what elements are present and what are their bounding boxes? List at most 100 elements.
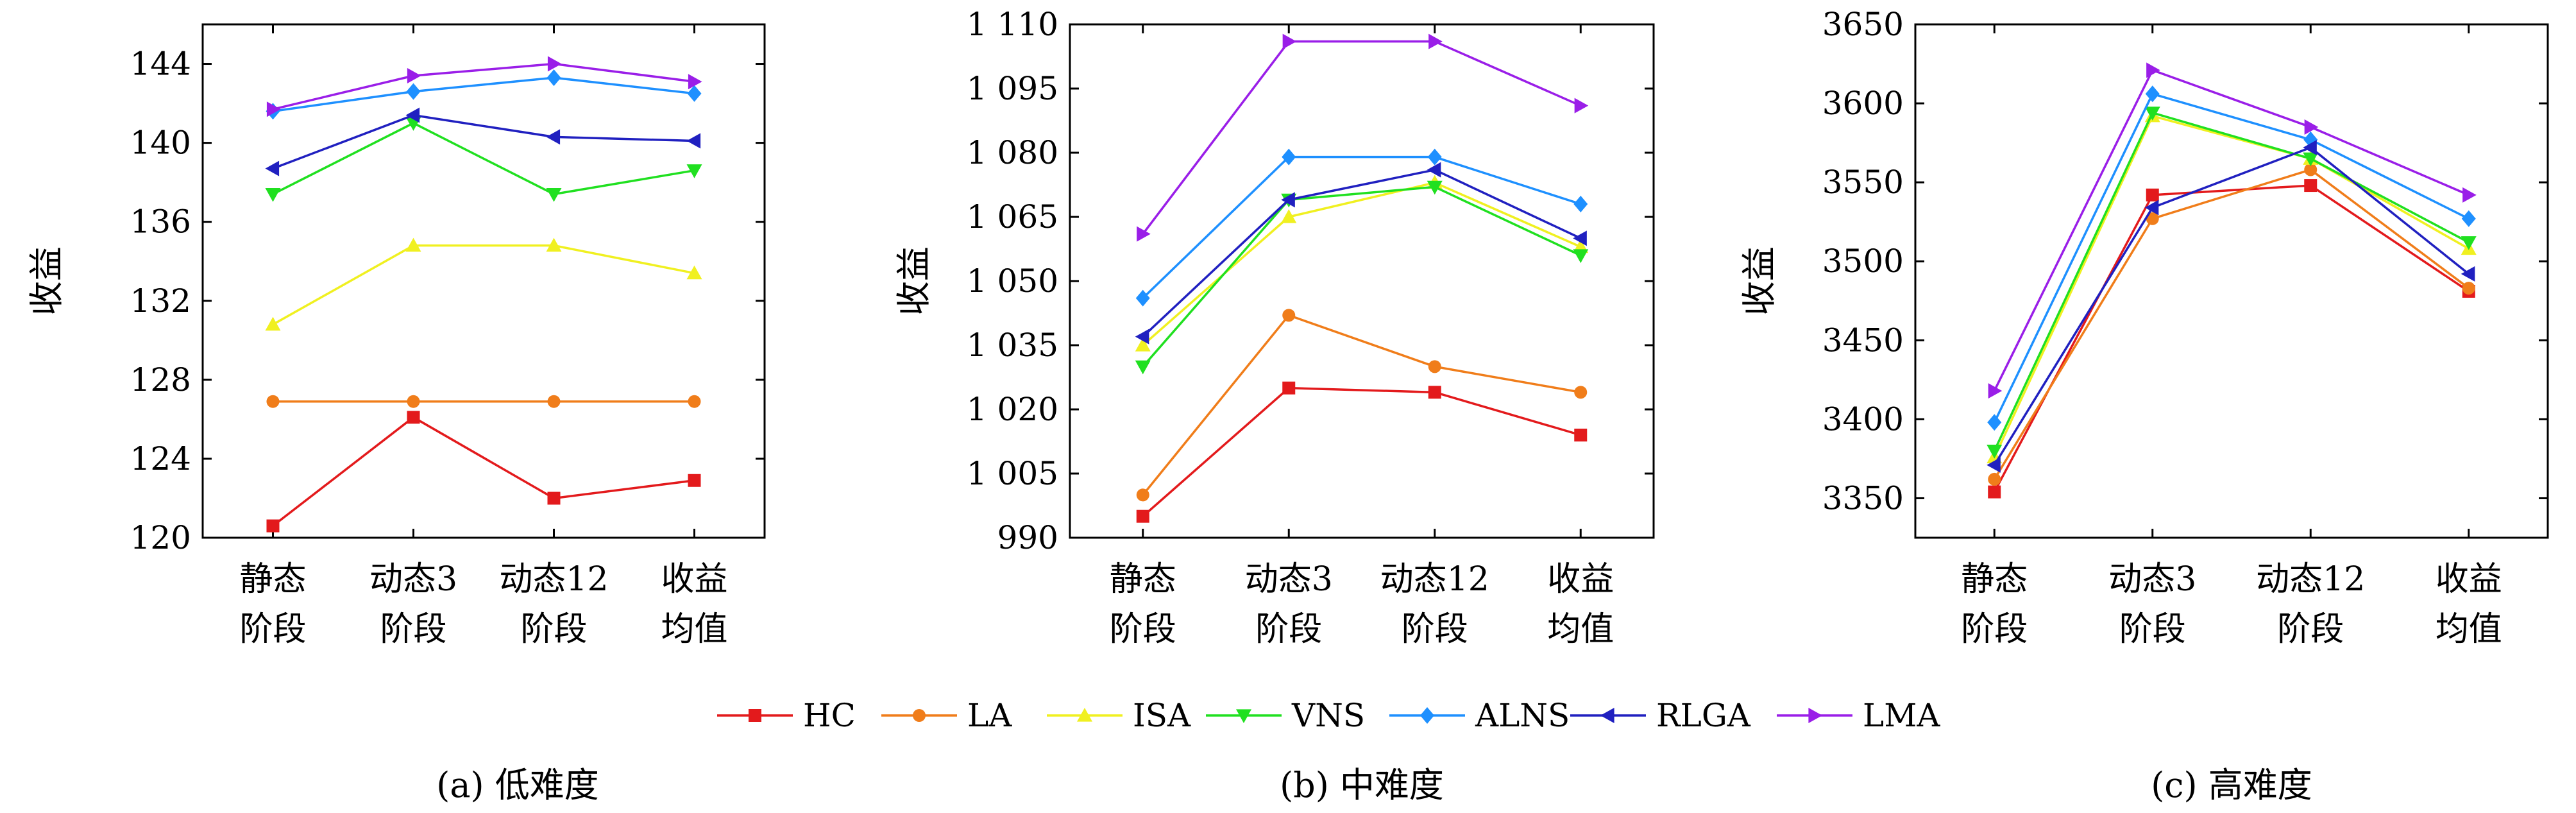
data-point-isa	[1281, 209, 1297, 223]
series-line-vns	[1993, 112, 2470, 452]
data-point-alns	[2461, 210, 2476, 227]
series-line-vns	[272, 122, 695, 196]
data-point-la	[1574, 386, 1588, 399]
data-point-hc	[407, 411, 420, 424]
data-point-lma	[547, 56, 562, 72]
data-point-lma	[2146, 62, 2160, 78]
data-point-rlga	[1427, 162, 1441, 178]
data-point-la	[407, 395, 420, 408]
y-tick-label: 3450	[1822, 321, 1904, 359]
x-category-label: 静态	[239, 560, 306, 599]
data-point-alns	[406, 83, 421, 100]
panel-subtitle: (a) 低难度	[436, 765, 599, 805]
x-category-label: 动态3	[1245, 560, 1333, 599]
legend-marker-hc	[749, 709, 761, 722]
data-point-la	[688, 395, 701, 408]
legend-label-la: LA	[967, 697, 1012, 734]
x-category-label: 阶段	[380, 610, 446, 649]
panel-subtitle: (c) 高难度	[2151, 765, 2312, 805]
x-category-label: 阶段	[2277, 610, 2344, 649]
plot-frame	[201, 23, 766, 539]
y-tick-label: 1 110	[967, 6, 1058, 43]
x-category-label: 阶段	[2119, 610, 2186, 649]
legend-label-hc: HC	[803, 697, 856, 734]
data-point-hc	[1136, 509, 1149, 523]
data-point-vns	[1135, 360, 1151, 375]
data-point-hc	[1574, 429, 1588, 441]
y-tick-label: 1 050	[967, 262, 1058, 300]
data-point-la	[1988, 472, 2001, 486]
data-point-la	[1282, 309, 1296, 322]
y-tick-label: 132	[130, 282, 191, 320]
legend-marker-vns	[1236, 709, 1251, 723]
plot-frame	[1914, 23, 2549, 539]
series-line-lma	[1993, 69, 2470, 391]
data-point-lma	[1137, 226, 1151, 242]
data-point-rlga	[1573, 230, 1587, 246]
data-point-hc	[266, 519, 280, 533]
y-tick-label: 3650	[1822, 6, 1904, 43]
data-point-la	[1136, 488, 1149, 502]
y-tick-label: 1 095	[967, 70, 1058, 107]
x-category-label: 阶段	[1402, 610, 1468, 649]
series-line-la	[1993, 168, 2470, 480]
series-line-isa	[1993, 115, 2470, 458]
y-tick-label: 990	[997, 519, 1058, 556]
data-point-alns	[2145, 85, 2160, 103]
y-tick-label: 3500	[1822, 243, 1904, 280]
data-point-alns	[1427, 148, 1442, 166]
x-category-label: 均值	[1547, 610, 1614, 649]
data-point-lma	[1988, 383, 2003, 399]
series-line-isa	[272, 244, 695, 326]
data-point-hc	[2146, 188, 2159, 201]
y-tick-label: 1 035	[967, 327, 1058, 364]
data-point-lma	[2462, 187, 2477, 203]
plot-frame	[1069, 23, 1655, 539]
legend-label-alns: ALNS	[1475, 697, 1570, 734]
data-point-rlga	[2303, 140, 2317, 155]
x-category-label: 收益	[1547, 560, 1614, 599]
panel-subtitle: (b) 中难度	[1280, 765, 1444, 805]
legend-marker-alns	[1420, 707, 1434, 724]
y-tick-label: 120	[130, 519, 191, 556]
data-point-lma	[266, 101, 281, 117]
data-point-vns	[686, 164, 702, 178]
legend-label-isa: ISA	[1133, 697, 1191, 734]
y-tick-label: 3600	[1822, 85, 1904, 122]
x-category-label: 阶段	[1961, 610, 2028, 649]
data-point-la	[2146, 212, 2159, 225]
x-category-label: 均值	[661, 610, 727, 649]
series-line-vns	[1142, 185, 1581, 368]
legend-marker-lma	[1808, 708, 1822, 723]
x-category-label: 静态	[1961, 560, 2028, 599]
data-point-vns	[1987, 445, 2003, 459]
data-point-alns	[1135, 289, 1150, 307]
y-tick-label: 144	[130, 46, 191, 83]
series-line-lma	[273, 62, 695, 111]
data-point-hc	[1428, 386, 1441, 399]
legend-marker-rlga	[1600, 708, 1614, 723]
data-point-vns	[546, 188, 562, 202]
x-category-label: 动态3	[369, 560, 457, 599]
data-point-rlga	[686, 133, 701, 149]
y-tick-label: 136	[130, 203, 191, 241]
y-tick-label: 140	[130, 124, 191, 162]
data-point-alns	[1282, 148, 1296, 166]
series-line-hc	[272, 416, 695, 527]
x-category-label: 阶段	[1110, 610, 1176, 649]
y-axis-label: 收益	[26, 246, 67, 316]
series-line-isa	[1142, 181, 1581, 347]
data-point-hc	[2304, 179, 2318, 193]
data-point-la	[2304, 163, 2318, 176]
series-line-lma	[1142, 40, 1581, 235]
legend-marker-la	[913, 709, 926, 722]
y-tick-label: 3550	[1822, 164, 1904, 201]
y-axis-label: 收益	[894, 246, 934, 316]
data-point-alns	[1987, 414, 2002, 431]
data-point-lma	[1574, 98, 1589, 114]
x-category-label: 收益	[661, 560, 727, 599]
y-tick-label: 3350	[1822, 479, 1904, 517]
data-point-isa	[1135, 338, 1151, 352]
data-point-lma	[688, 74, 702, 90]
